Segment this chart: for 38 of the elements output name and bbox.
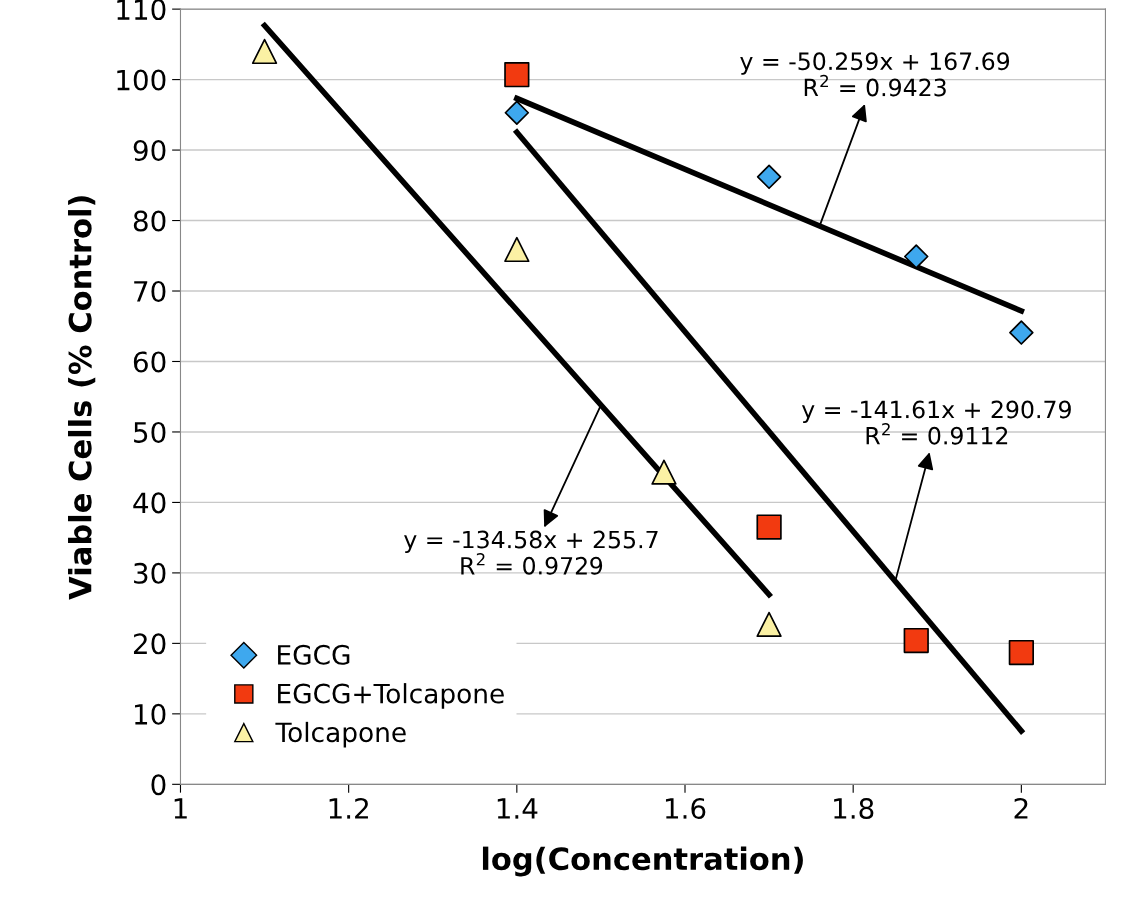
point xyxy=(251,38,278,65)
x-tick-label: 1 xyxy=(174,798,187,819)
legend-label: EGCG+Tolcapone xyxy=(278,683,504,709)
x-tick-label: 1.4 xyxy=(497,798,538,819)
point xyxy=(651,459,677,485)
x-tick-label: 1.8 xyxy=(834,798,874,820)
y-tick-label: 80 xyxy=(133,210,166,232)
point xyxy=(756,611,782,637)
point xyxy=(1008,639,1034,666)
point xyxy=(504,100,530,125)
point xyxy=(504,236,530,263)
annotation: y = -134.58x + 255.7 R$^{2}$ = 0.9729 xyxy=(404,530,658,575)
y-tick-label: 110 xyxy=(117,0,166,21)
y-tick-label: 10 xyxy=(134,703,166,725)
y-axis-title: Viable Cells (% Control) xyxy=(68,196,96,600)
point xyxy=(504,62,530,88)
y-tick-label: 70 xyxy=(134,280,166,302)
y-tick-label: 30 xyxy=(134,562,166,584)
y-tick-label: 90 xyxy=(133,140,166,162)
annotation: y = -141.61x + 290.79 R$^{2}$ = 0.9112 xyxy=(801,400,1071,445)
x-tick-label: 1.6 xyxy=(665,798,706,820)
point xyxy=(756,514,782,540)
y-tick-label: 0 xyxy=(151,774,166,796)
point xyxy=(1009,320,1034,345)
annotation: y = -50.259x + 167.69 R$^{2}$ = 0.9423 xyxy=(740,52,1010,97)
y-tick-label: 50 xyxy=(134,421,166,443)
x-tick-label: 1.2 xyxy=(329,798,368,819)
point xyxy=(903,244,929,269)
point xyxy=(756,164,782,190)
y-tick-label: 60 xyxy=(133,351,166,373)
legend-label: Tolcapone xyxy=(275,721,406,748)
y-tick-label: 100 xyxy=(117,69,166,91)
point xyxy=(903,627,929,654)
x-tick-label: 2 xyxy=(1014,798,1028,819)
y-tick-label: 40 xyxy=(133,492,166,514)
x-axis-title: log(Concentration) xyxy=(482,846,803,877)
legend-label: EGCG xyxy=(278,644,350,665)
y-tick-label: 20 xyxy=(133,633,166,655)
